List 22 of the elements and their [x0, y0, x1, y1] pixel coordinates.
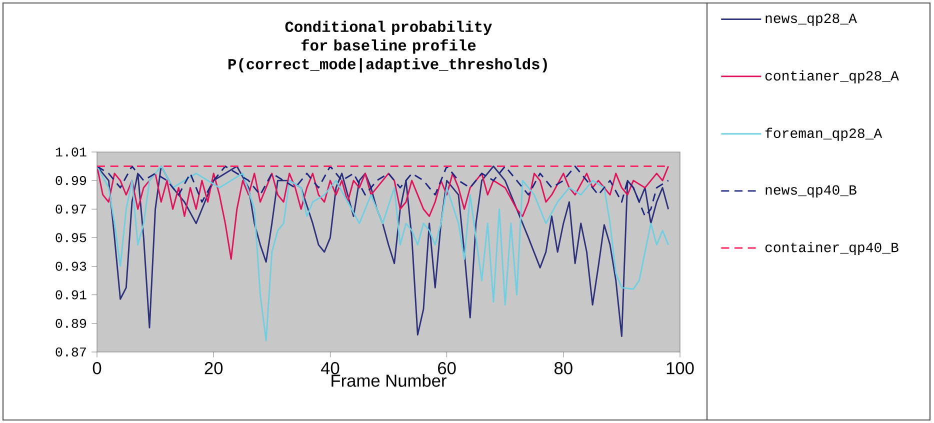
- x-tick-label: 100: [666, 362, 694, 374]
- y-tick-label: 0.95: [56, 233, 86, 242]
- x-axis-title: Frame Number: [332, 374, 446, 387]
- y-tick-label: 0.89: [56, 318, 86, 328]
- x-tick-label: 60: [438, 362, 456, 374]
- x-tick-label: 80: [554, 362, 572, 374]
- legend-label: foreman_qp28_A: [765, 128, 882, 141]
- chart-title: Conditional probability for baseline profile P(correct_mode|adaptive_thresholds): [228, 20, 547, 73]
- y-tick-label: 0.93: [56, 262, 86, 271]
- line-series: [97, 166, 670, 260]
- legend-label: news_qp28_A: [766, 14, 857, 26]
- y-tick-label: 1.01: [56, 147, 86, 157]
- legend-label: news_qp40_B: [766, 185, 856, 198]
- legend-label: contianer_qp28_A: [765, 70, 899, 84]
- y-tick-label: 0.97: [56, 204, 86, 214]
- x-tick-label: 0: [92, 362, 102, 374]
- x-tick-label: 40: [320, 362, 340, 374]
- x-tick-label: 20: [204, 362, 223, 374]
- legend-label: container_qp40_B: [765, 242, 898, 255]
- y-tick-label: 0.87: [56, 347, 86, 357]
- y-tick-label: 0.91: [56, 290, 86, 300]
- y-tick-label: 0.99: [56, 176, 86, 186]
